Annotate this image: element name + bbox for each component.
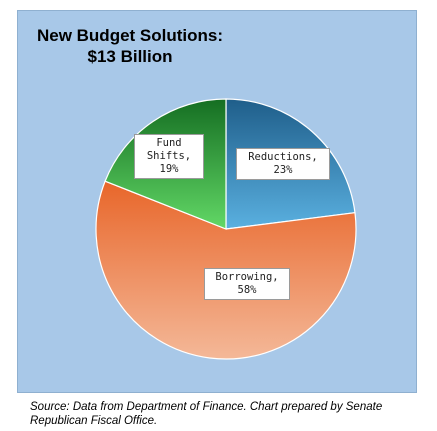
slice-label-fund-shifts-name-2: Shifts, xyxy=(146,150,192,162)
chart-title-line1: New Budget Solutions: xyxy=(36,26,224,45)
slice-label-reductions-value: 23% xyxy=(273,164,293,176)
slice-label-fund-shifts-value: 19% xyxy=(159,163,179,175)
slice-label-borrowing-value: 58% xyxy=(237,284,257,296)
chart-title: New Budget Solutions: $13 Billion xyxy=(30,25,230,67)
source-note: Source: Data from Department of Finance.… xyxy=(30,401,383,427)
slice-label-borrowing: Borrowing, 58% xyxy=(204,268,290,300)
chart-subtitle: $13 Billion xyxy=(87,47,173,66)
slice-label-fund-shifts-name-1: Fund xyxy=(156,137,182,149)
pie-chart xyxy=(95,98,357,360)
slice-label-borrowing-name: Borrowing, xyxy=(215,271,279,283)
slice-label-reductions: Reductions, 23% xyxy=(236,148,330,180)
slice-label-fund-shifts: Fund Shifts, 19% xyxy=(134,134,204,179)
chart-panel: New Budget Solutions: $13 Billion Reduct… xyxy=(17,10,417,393)
slice-label-reductions-name: Reductions, xyxy=(248,151,318,163)
